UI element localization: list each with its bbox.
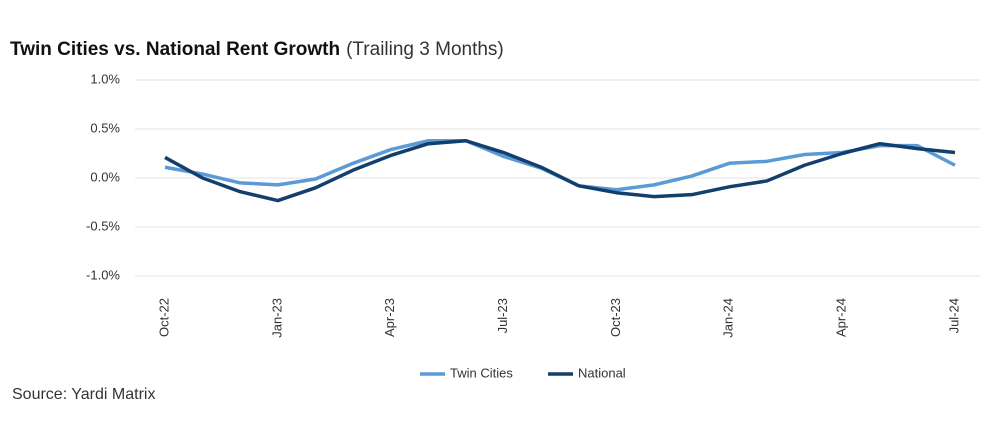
y-tick-label: -1.0%: [86, 267, 120, 282]
x-tick-label: Jan-23: [269, 298, 284, 338]
x-tick-label: Jul-23: [495, 298, 510, 333]
x-tick-label: Apr-24: [834, 298, 849, 337]
subtitle: (Trailing 3 Months): [346, 39, 504, 60]
x-tick-label: Jan-24: [721, 298, 736, 338]
legend-label: Twin Cities: [450, 365, 513, 380]
title: Twin Cities vs. National Rent Growth: [10, 39, 340, 60]
y-tick-label: 1.0%: [90, 71, 120, 86]
chart-title: Twin Cities vs. National Rent Growth (Tra…: [10, 39, 504, 60]
series-line: [164, 139, 956, 192]
x-tick-label: Jul-24: [946, 298, 961, 333]
x-tick-label: Oct-22: [156, 298, 171, 337]
source: Source: Yardi Matrix: [12, 386, 155, 403]
x-tick-label: Oct-23: [608, 298, 623, 337]
y-tick-label: -0.5%: [86, 218, 120, 233]
legend-label: National: [578, 365, 626, 380]
series-line: [164, 139, 956, 203]
x-tick-label: Apr-23: [382, 298, 397, 337]
y-tick-label: 0.5%: [90, 120, 120, 135]
y-tick-label: 0.0%: [90, 169, 120, 184]
